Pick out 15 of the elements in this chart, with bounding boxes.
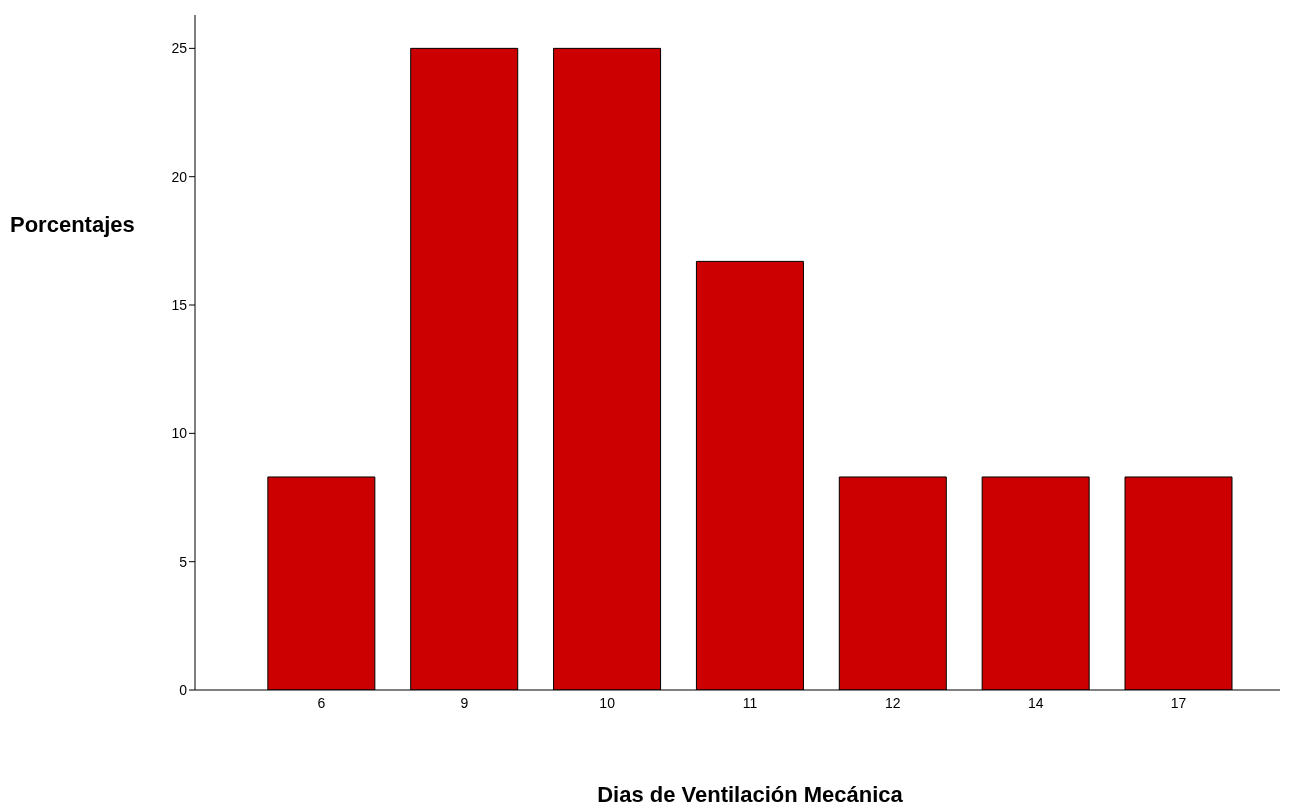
x-tick-label: 10 <box>599 694 616 711</box>
y-tick-label: 5 <box>179 553 188 570</box>
x-tick-label: 12 <box>885 694 901 711</box>
x-tick-label: 14 <box>1027 694 1044 711</box>
x-axis-title: Dias de Ventilación Mecánica <box>596 782 904 808</box>
y-tick-label: 10 <box>171 425 188 442</box>
x-tick-label: 11 <box>742 694 758 711</box>
y-tick-label: 25 <box>171 40 188 57</box>
x-tick-label: 6 <box>317 694 326 711</box>
x-tick-label: 17 <box>1170 694 1187 711</box>
y-tick-label: 0 <box>179 681 188 698</box>
y-axis-title: Porcentajes <box>10 212 135 238</box>
x-tick-label: 9 <box>460 694 469 711</box>
y-tick-label: 20 <box>171 168 188 185</box>
y-tick-label: 15 <box>171 296 188 313</box>
